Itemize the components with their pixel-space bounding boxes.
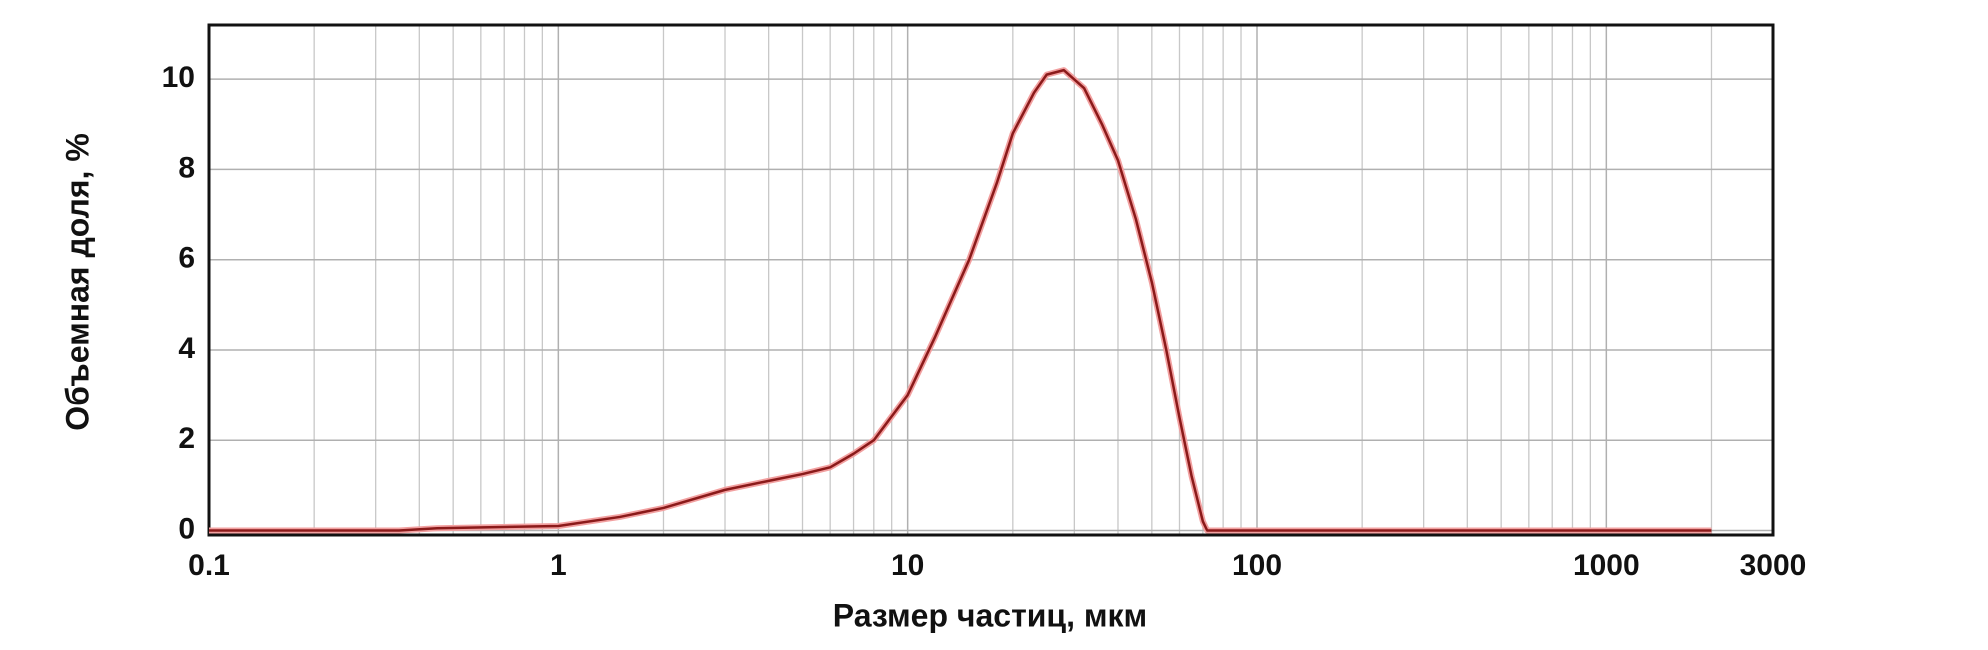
x-tick-label: 1000	[1573, 549, 1640, 582]
x-tick-label: 1	[550, 549, 567, 582]
data-line	[209, 68, 1712, 532]
y-tick-label: 2	[178, 422, 195, 455]
plot-frame	[207, 23, 1775, 537]
x-tick-label: 100	[1232, 549, 1282, 582]
y-tick-label: 4	[178, 332, 195, 365]
x-tick-label: 10	[891, 549, 924, 582]
x-axis-title: Размер частиц, мкм	[833, 597, 1147, 633]
y-axis-title: Объемная доля, %	[59, 133, 95, 431]
y-tick-label: 8	[178, 151, 195, 184]
y-tick-label: 10	[162, 61, 195, 94]
y-tick-label: 6	[178, 242, 195, 275]
y-tick-label: 0	[178, 512, 195, 545]
x-tick-label: 3000	[1740, 549, 1807, 582]
x-tick-label: 0.1	[188, 549, 230, 582]
plot-background	[209, 25, 1773, 535]
